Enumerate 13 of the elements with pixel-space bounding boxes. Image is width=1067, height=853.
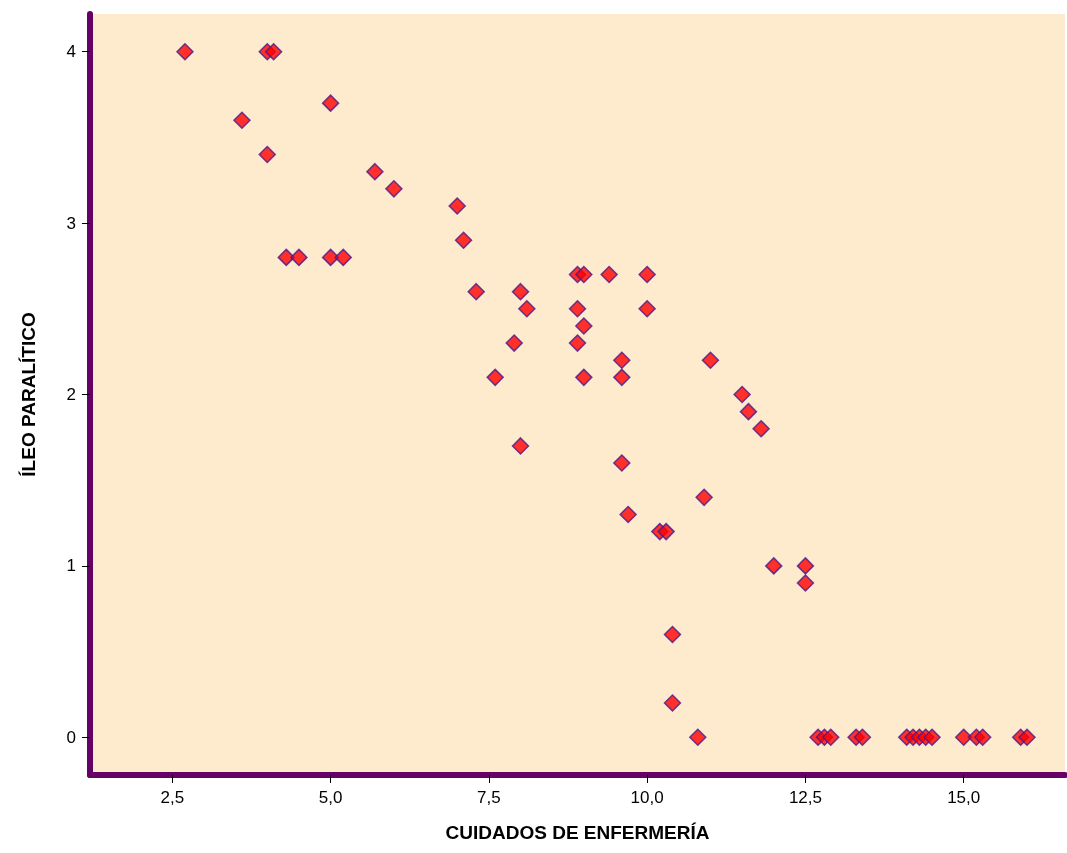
y-tick-label: 3 xyxy=(66,213,76,233)
x-tick-label: 10,0 xyxy=(630,788,664,807)
y-tick-label: 4 xyxy=(66,42,76,62)
x-tick-label: 15,0 xyxy=(947,788,981,807)
x-tick-label: 5,0 xyxy=(318,788,343,807)
y-tick-label: 0 xyxy=(66,727,76,747)
x-tick-label: 7,5 xyxy=(477,788,501,807)
x-tick-label: 2,5 xyxy=(160,788,185,807)
y-axis-title: ÍLEO PARALÍTICO xyxy=(18,312,39,477)
y-tick-label: 1 xyxy=(66,556,76,576)
y-tick-label: 2 xyxy=(66,385,76,404)
x-tick-label: 12,5 xyxy=(788,788,822,807)
x-axis-title: CUIDADOS DE ENFERMERÍA xyxy=(445,822,710,843)
